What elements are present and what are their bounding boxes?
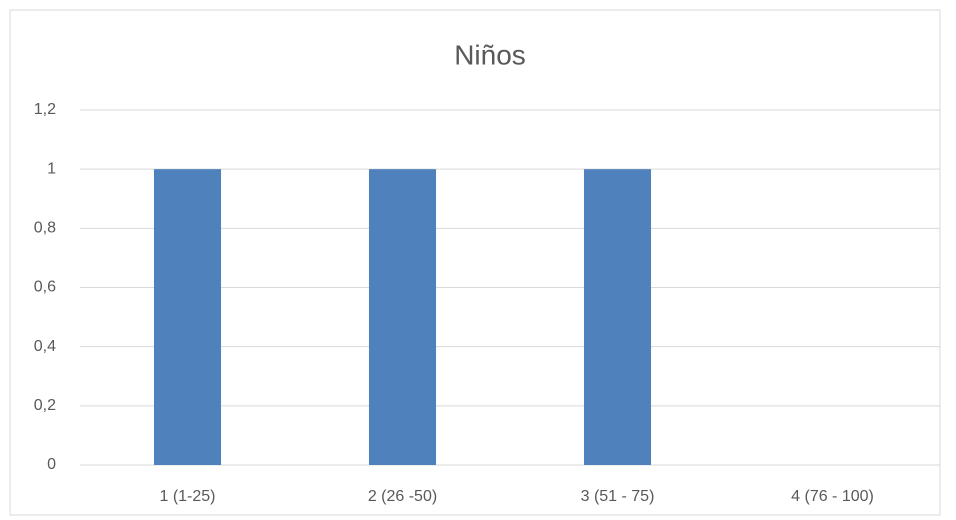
y-tick-label: 0,4 <box>34 338 56 355</box>
y-tick-label: 0,2 <box>34 397 56 414</box>
bar <box>368 169 437 465</box>
y-tick-label: 1,2 <box>34 101 56 118</box>
y-tick-label: 1 <box>47 160 56 177</box>
x-tick-label: 1 (1-25) <box>159 488 215 505</box>
bar <box>583 169 652 465</box>
x-tick-label: 2 (26 -50) <box>368 488 437 505</box>
y-tick-label: 0 <box>47 456 56 473</box>
bar <box>153 169 222 465</box>
chart-title: Niños <box>454 39 526 70</box>
chart-border <box>9 9 941 516</box>
x-tick-label: 4 (76 - 100) <box>791 488 874 505</box>
y-tick-label: 0,6 <box>34 279 56 296</box>
x-tick-label: 3 (51 - 75) <box>581 488 655 505</box>
y-tick-label: 0,8 <box>34 220 56 237</box>
